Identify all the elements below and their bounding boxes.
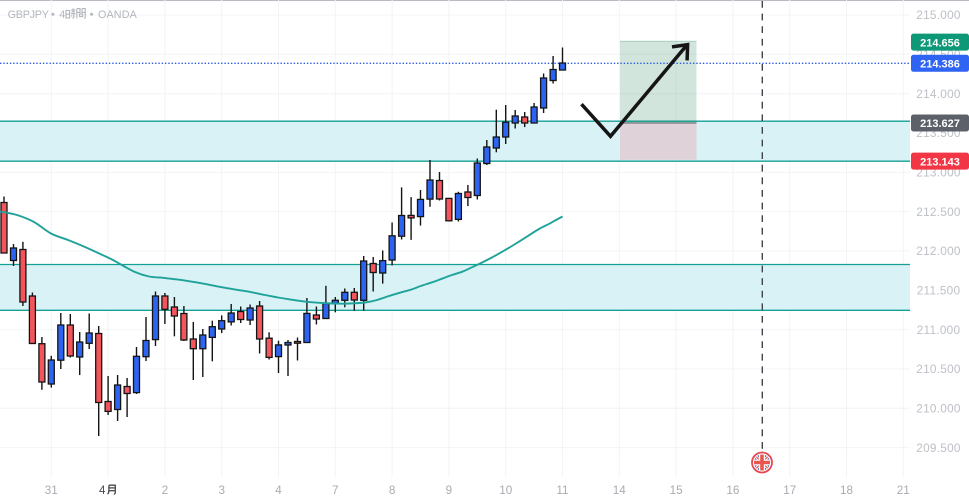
svg-text:7: 7 xyxy=(332,484,339,497)
svg-text:211.000: 211.000 xyxy=(917,323,961,337)
svg-text:OANDA: OANDA xyxy=(98,9,138,21)
svg-text:17: 17 xyxy=(783,484,796,497)
svg-text:214.386: 214.386 xyxy=(920,59,960,71)
svg-text:210.500: 210.500 xyxy=(916,362,961,376)
svg-text:212.000: 212.000 xyxy=(916,244,961,258)
svg-text:209.500: 209.500 xyxy=(916,441,961,455)
svg-text:4: 4 xyxy=(275,484,282,497)
svg-text:14: 14 xyxy=(613,484,627,497)
svg-text:15: 15 xyxy=(670,484,684,497)
svg-text:214.000: 214.000 xyxy=(916,87,961,101)
svg-text:8: 8 xyxy=(389,484,396,497)
svg-text:16: 16 xyxy=(726,484,739,497)
svg-text:215.000: 215.000 xyxy=(916,8,961,22)
svg-text:11: 11 xyxy=(556,484,568,497)
svg-text:4: 4 xyxy=(99,485,106,497)
svg-text:31: 31 xyxy=(45,484,58,497)
svg-text:213.627: 213.627 xyxy=(920,118,960,130)
svg-text:21: 21 xyxy=(897,484,910,497)
svg-text:214.656: 214.656 xyxy=(920,37,960,49)
svg-text:2: 2 xyxy=(162,484,169,497)
svg-text:211.500: 211.500 xyxy=(917,284,961,298)
svg-text:9: 9 xyxy=(446,484,453,497)
svg-text:4: 4 xyxy=(59,9,65,21)
svg-text:10: 10 xyxy=(499,484,513,497)
svg-text:GBPJPY: GBPJPY xyxy=(8,9,49,21)
svg-text:213.143: 213.143 xyxy=(920,156,960,168)
svg-text:210.000: 210.000 xyxy=(916,401,961,415)
svg-text:3: 3 xyxy=(218,484,225,497)
svg-text:18: 18 xyxy=(840,484,853,497)
svg-text:212.500: 212.500 xyxy=(916,205,961,219)
